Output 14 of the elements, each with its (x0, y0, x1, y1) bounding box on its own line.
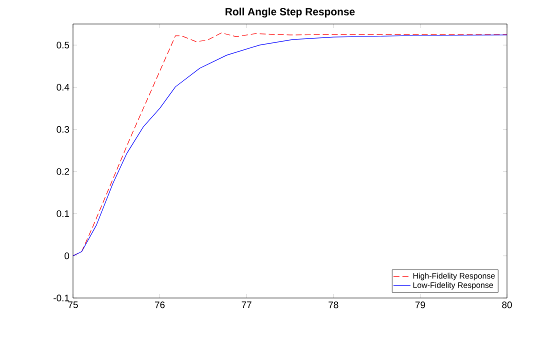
x-tick-label: 79 (415, 302, 426, 308)
y-tick-label: 0.2 (56, 168, 70, 175)
y-tick-label: -0.1 (54, 294, 70, 302)
x-tick-label: 75 (68, 302, 78, 308)
y-tick-label: 0.1 (56, 210, 70, 218)
y-tick-label: 0.3 (56, 126, 70, 133)
x-tick-label: 76 (155, 302, 165, 308)
x-tick-label: 78 (328, 302, 338, 308)
x-tick-label: 80 (502, 302, 512, 308)
y-tick-label: 0.5 (56, 42, 70, 48)
y-tick-label: 0 (64, 252, 70, 260)
y-tick-label: 0.4 (56, 84, 70, 91)
x-tick-label: 77 (242, 302, 252, 308)
chart-title: Roll Angle Step Response (226, 8, 355, 18)
